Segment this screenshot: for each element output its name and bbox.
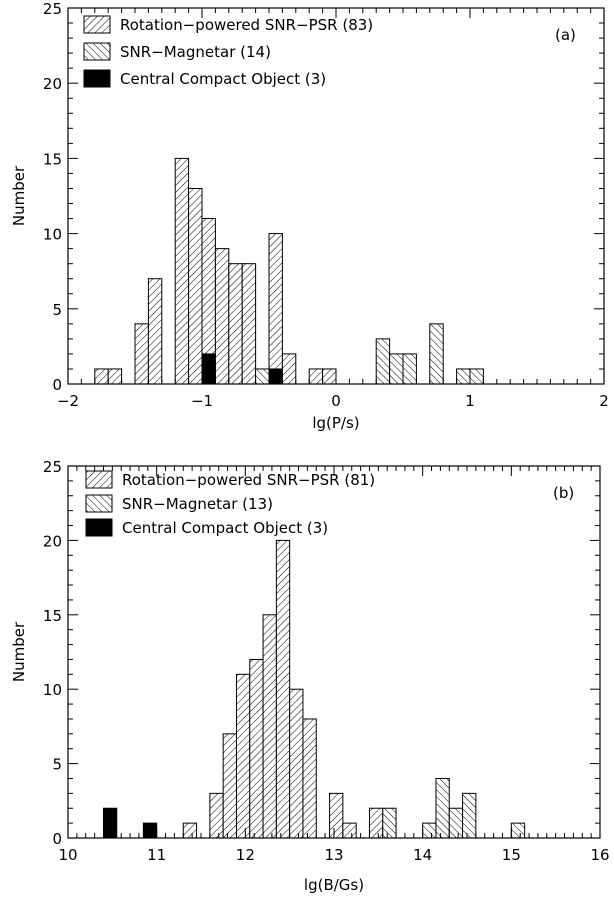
bar-series-0-bin-12 [308, 368, 324, 385]
y-tick-label: 20 [43, 532, 62, 550]
x-tick-label: −1 [191, 392, 213, 410]
y-tick-label: 15 [43, 607, 62, 625]
x-axis-label-b: lg(B/Gs) [304, 876, 364, 894]
bar-series-0-bin-2 [222, 733, 237, 839]
bar-series-0-bin-1 [107, 368, 123, 385]
legend-swatch-2 [85, 518, 113, 537]
x-axis-label-b-text: lg(B/Gs) [304, 876, 364, 894]
legend-swatch-0 [85, 470, 113, 489]
bar-series-1-bin-5 [456, 368, 471, 385]
bar-series-0-bin-10 [268, 233, 283, 385]
x-tick-label: 16 [590, 846, 609, 864]
bar-series-1-bin-6 [469, 368, 484, 385]
bars-group-b [102, 539, 526, 839]
y-tick-label: 0 [52, 830, 62, 848]
bar-series-2-bin-1 [268, 368, 283, 385]
bar-series-2-bin-1 [142, 822, 158, 839]
bar-series-0-bin-9 [329, 792, 344, 839]
x-tick-label: 11 [147, 846, 166, 864]
x-tick-label: 10 [58, 846, 77, 864]
bar-series-2-bin-0 [201, 353, 216, 385]
y-tick-label: 5 [52, 756, 62, 774]
bar-series-1-bin-1 [375, 338, 391, 385]
y-axis-label-a: Number [10, 165, 28, 226]
x-axis-label-a: lg(P/s) [312, 414, 359, 432]
bar-series-0-bin-3 [147, 278, 163, 385]
y-tick-label: 20 [43, 75, 62, 93]
bar-series-0-bin-3 [235, 673, 251, 839]
bar-series-1-bin-2 [389, 353, 404, 385]
x-tick-label: 13 [324, 846, 343, 864]
bar-series-2-bin-0 [102, 807, 118, 839]
bar-series-0-bin-8 [302, 718, 317, 839]
y-tick-label: 5 [52, 301, 62, 319]
x-tick-label: 2 [599, 392, 609, 410]
x-axis-label-a-text: lg(P/s) [312, 414, 359, 432]
bar-series-1-bin-3 [402, 353, 417, 385]
legend-swatch-0 [83, 15, 111, 34]
bar-series-0-bin-0 [94, 368, 109, 385]
y-tick-label: 10 [43, 681, 62, 699]
legend-swatch-1 [85, 494, 113, 513]
x-tick-label: 1 [465, 392, 475, 410]
y-axis-label-b: Number [10, 621, 28, 682]
legend-label-2: Central Compact Object (3) [120, 70, 326, 88]
x-tick-label: 12 [236, 846, 255, 864]
bar-series-1-bin-3 [448, 807, 464, 839]
y-tick-label: 25 [43, 458, 62, 476]
bar-series-0-bin-7 [214, 248, 230, 385]
bar-series-0-bin-6 [275, 539, 291, 839]
bar-series-0-bin-0 [182, 822, 198, 839]
bar-series-0-bin-13 [322, 368, 337, 385]
bar-series-0-bin-2 [134, 323, 149, 385]
bar-series-0-bin-5 [188, 187, 203, 385]
legend-b: Rotation−powered SNR−PSR (81) SNR−Magneta… [85, 470, 375, 537]
legend-a: Rotation−powered SNR−PSR (83) SNR−Magneta… [83, 15, 373, 88]
bar-series-0-bin-10 [342, 822, 357, 839]
legend-label-0: Rotation−powered SNR−PSR (83) [120, 16, 373, 34]
histogram-panel-b: 10 11 12 13 14 15 16 0 5 10 15 20 25 (b) Number lg(B… [10, 458, 610, 894]
bar-series-0-bin-7 [289, 688, 304, 839]
bars-group-a [94, 157, 484, 385]
bar-series-0-bin-11 [281, 353, 297, 385]
axis-ticks-b: 10 11 12 13 14 15 16 0 5 10 15 20 25 [43, 458, 610, 864]
bar-series-0-bin-8 [228, 263, 243, 385]
y-tick-label: 25 [43, 0, 62, 18]
bar-series-1-bin-5 [510, 822, 526, 839]
panel-label-a: (a) [555, 26, 576, 44]
y-tick-label: 15 [43, 150, 62, 168]
y-tick-label: 0 [52, 376, 62, 394]
bar-series-0-bin-5 [262, 614, 277, 839]
bar-series-1-bin-0 [382, 807, 397, 839]
legend-label-1: SNR−Magnetar (13) [122, 495, 273, 513]
legend-swatch-1 [83, 42, 111, 61]
x-tick-label: 15 [502, 846, 521, 864]
bar-series-0-bin-1 [209, 792, 224, 839]
bar-series-1-bin-4 [462, 792, 477, 839]
y-tick-label: 10 [43, 226, 62, 244]
bar-series-0-bin-9 [241, 263, 257, 385]
bar-series-0-bin-4 [174, 157, 190, 385]
legend-label-2: Central Compact Object (3) [122, 519, 328, 537]
x-tick-label: 0 [331, 392, 341, 410]
bar-series-0-bin-4 [249, 658, 264, 839]
legend-swatch-2 [83, 69, 111, 88]
x-tick-label: −2 [57, 392, 79, 410]
legend-label-1: SNR−Magnetar (14) [120, 43, 271, 61]
bar-series-1-bin-1 [422, 822, 437, 839]
bar-series-1-bin-2 [435, 777, 450, 839]
bar-series-0-bin-11 [368, 807, 384, 839]
bar-series-1-bin-4 [429, 323, 444, 385]
legend-label-0: Rotation−powered SNR−PSR (81) [122, 471, 375, 489]
bar-series-1-bin-0 [255, 368, 270, 385]
x-tick-label: 14 [413, 846, 432, 864]
panel-label-b: (b) [553, 484, 574, 502]
